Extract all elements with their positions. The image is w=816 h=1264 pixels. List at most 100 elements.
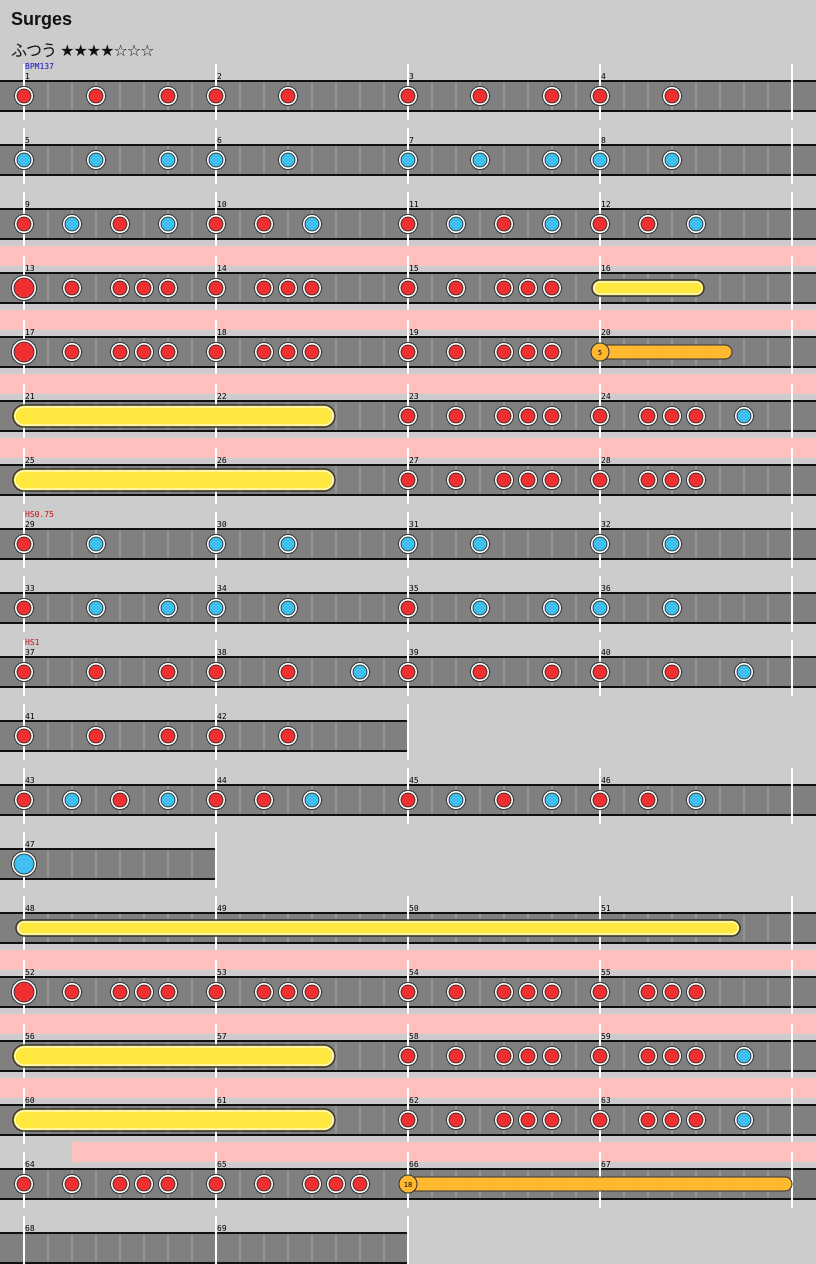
measure-number: 8 <box>601 136 606 145</box>
ka-note-face <box>664 152 680 168</box>
measure-number: 50 <box>409 904 419 913</box>
measure-row: 60 61 62 63 <box>0 1078 816 1144</box>
don-note-face <box>256 1176 272 1192</box>
don-note-face <box>280 728 296 744</box>
don-note-face <box>496 1048 512 1064</box>
ka-note-face <box>13 853 35 875</box>
don-note-face <box>352 1176 368 1192</box>
don-note-face <box>640 1112 656 1128</box>
don-note-face <box>64 344 80 360</box>
ka-note-face <box>160 600 176 616</box>
ka-note-face <box>544 600 560 616</box>
measure-row: 37 38 39 40 <box>0 640 816 696</box>
ka-note-face <box>736 408 752 424</box>
don-note-face <box>304 984 320 1000</box>
drumroll-highlight <box>14 406 334 426</box>
don-note-face <box>400 792 416 808</box>
don-note-face <box>208 728 224 744</box>
measure-number: 46 <box>601 776 611 785</box>
note-lane <box>0 1233 408 1263</box>
measure-number: 57 <box>217 1032 227 1041</box>
don-note-face <box>304 344 320 360</box>
don-note-face <box>280 664 296 680</box>
don-note-face <box>544 664 560 680</box>
don-note-face <box>688 408 704 424</box>
measure-number: 15 <box>409 264 419 273</box>
don-note-face <box>280 88 296 104</box>
measure-number: 35 <box>409 584 419 593</box>
don-note-face <box>592 1112 608 1128</box>
ka-note-face <box>304 792 320 808</box>
don-note-face <box>496 792 512 808</box>
measure-number: 18 <box>217 328 227 337</box>
don-note-face <box>496 984 512 1000</box>
stars-empty: ☆☆☆ <box>113 41 154 60</box>
measure-number: 45 <box>409 776 419 785</box>
measure-number: 16 <box>601 264 611 273</box>
note-lane <box>0 721 408 751</box>
don-note-face <box>13 277 35 299</box>
ka-note-face <box>160 792 176 808</box>
don-note-face <box>664 1112 680 1128</box>
don-note-face <box>664 984 680 1000</box>
big-drumroll <box>12 1108 336 1132</box>
don-note-face <box>544 344 560 360</box>
don-note-face <box>136 1176 152 1192</box>
measure-number: 10 <box>217 200 227 209</box>
ka-note-face <box>592 536 608 552</box>
ka-note-face <box>736 664 752 680</box>
don-note-face <box>256 984 272 1000</box>
measure-number: 58 <box>409 1032 419 1041</box>
ka-note-face <box>448 792 464 808</box>
measure-number: 27 <box>409 456 419 465</box>
measure-row: 25 26 27 28 <box>0 438 816 504</box>
don-note-face <box>592 408 608 424</box>
measure-number: 36 <box>601 584 611 593</box>
measure-number: 29 <box>25 520 35 529</box>
measure-number: 34 <box>217 584 227 593</box>
drumroll-highlight <box>593 281 703 295</box>
measure-number: 32 <box>601 520 611 529</box>
don-note-face <box>256 280 272 296</box>
don-note-face <box>640 408 656 424</box>
drumroll <box>15 919 741 937</box>
measure-number: 30 <box>217 520 227 529</box>
measure-number: 63 <box>601 1096 611 1105</box>
don-note-face <box>64 984 80 1000</box>
don-note-face <box>136 344 152 360</box>
don-note-face <box>472 664 488 680</box>
don-note-face <box>664 472 680 488</box>
measure-number: 68 <box>25 1224 35 1233</box>
measure-number: 51 <box>601 904 611 913</box>
don-note-face <box>496 344 512 360</box>
big-drumroll <box>12 404 336 428</box>
don-note-face <box>544 984 560 1000</box>
don-note-face <box>688 1048 704 1064</box>
don-note-face <box>400 88 416 104</box>
measure-number: 21 <box>25 392 35 401</box>
measure-number: 47 <box>25 840 35 849</box>
don-note-face <box>544 472 560 488</box>
ka-note-face <box>592 152 608 168</box>
don-note-face <box>664 664 680 680</box>
don-note-face <box>400 1048 416 1064</box>
don-note-face <box>16 792 32 808</box>
don-note-face <box>256 216 272 232</box>
don-note-face <box>400 472 416 488</box>
measure-number: 28 <box>601 456 611 465</box>
don-note-face <box>400 216 416 232</box>
don-note-face <box>496 408 512 424</box>
measure-number: 66 <box>409 1160 419 1169</box>
measure-number: 37 <box>25 648 35 657</box>
don-note-face <box>496 1112 512 1128</box>
don-note-face <box>136 280 152 296</box>
don-note-face <box>448 344 464 360</box>
measure-number: 39 <box>409 648 419 657</box>
ka-note-face <box>88 152 104 168</box>
measure-number: 56 <box>25 1032 35 1041</box>
don-note-face <box>400 1112 416 1128</box>
measure-row: 56 57 58 59 <box>0 1014 816 1080</box>
don-note-face <box>448 408 464 424</box>
don-note-face <box>304 280 320 296</box>
